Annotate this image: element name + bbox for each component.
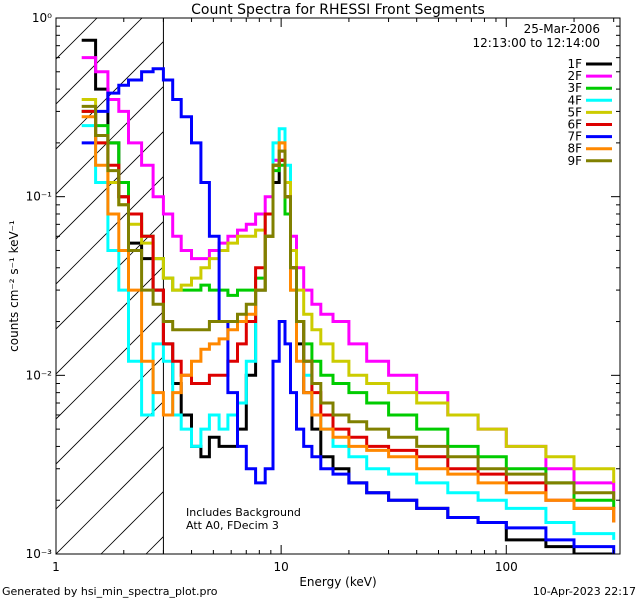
note-background: Includes Background	[186, 506, 301, 519]
legend-label: 4F	[567, 93, 582, 107]
hatch-line	[56, 446, 164, 554]
hatch-line	[100, 491, 164, 554]
series-line-6f	[81, 109, 616, 523]
hatch-line	[596, 0, 640, 554]
note-attenuator: Att A0, FDecim 3	[186, 519, 279, 532]
legend-label: 8F	[567, 142, 582, 156]
hatch-line	[551, 0, 640, 554]
footer-generator: Generated by hsi_min_spectra_plot.pro	[2, 585, 218, 598]
plot-frame	[55, 17, 621, 555]
legend-label: 1F	[567, 57, 582, 71]
chart-title: Count Spectra for RHESSI Front Segments	[191, 2, 485, 18]
series-lines	[81, 38, 616, 554]
hatch-line	[56, 356, 164, 465]
hatch-line	[56, 176, 164, 285]
y-tick-label: 10⁻¹	[26, 190, 53, 204]
legend-label: 7F	[567, 130, 582, 144]
hatch-line	[56, 311, 164, 420]
hatch-line	[416, 0, 640, 554]
y-axis-label: counts cm⁻² s⁻¹ keV⁻¹	[7, 220, 21, 352]
background-hatch-region	[56, 0, 640, 554]
y-tick-label: 10⁻²	[26, 368, 53, 382]
time-range: 12:13:00 to 12:14:00	[473, 36, 600, 50]
footer-timestamp: 10-Apr-2023 22:17	[533, 585, 636, 598]
legend-label: 2F	[567, 69, 582, 83]
y-tick-label: 10⁻³	[26, 547, 53, 561]
hatch-line	[281, 0, 640, 554]
x-tick-label: 10	[273, 560, 288, 574]
legend-label: 5F	[567, 105, 582, 119]
x-tick-label: 100	[495, 560, 518, 574]
axis-ticks	[55, 17, 620, 555]
hatch-line	[326, 0, 640, 554]
hatch-line	[56, 131, 164, 240]
y-tick-labels: 10⁻³ 10⁻² 10⁻¹ 10⁰	[26, 11, 53, 561]
legend-label: 9F	[567, 154, 582, 168]
hatch-line	[56, 18, 143, 105]
series-line-9f	[81, 104, 616, 501]
series-line-7f	[81, 67, 616, 554]
hatch-line	[56, 86, 164, 195]
hatch-line	[56, 221, 164, 330]
x-tick-labels: 1 10 100	[52, 560, 518, 574]
hatch-line	[56, 41, 164, 150]
y-tick-label: 10⁰	[32, 11, 52, 25]
x-tick-label: 1	[52, 560, 60, 574]
observation-date: 25-Mar-2006	[524, 22, 600, 36]
x-axis-label: Energy (keV)	[299, 575, 376, 589]
hatch-line	[56, 401, 164, 510]
series-line-8f	[81, 115, 616, 523]
legend-label: 6F	[567, 118, 582, 132]
legend-label: 3F	[567, 81, 582, 95]
